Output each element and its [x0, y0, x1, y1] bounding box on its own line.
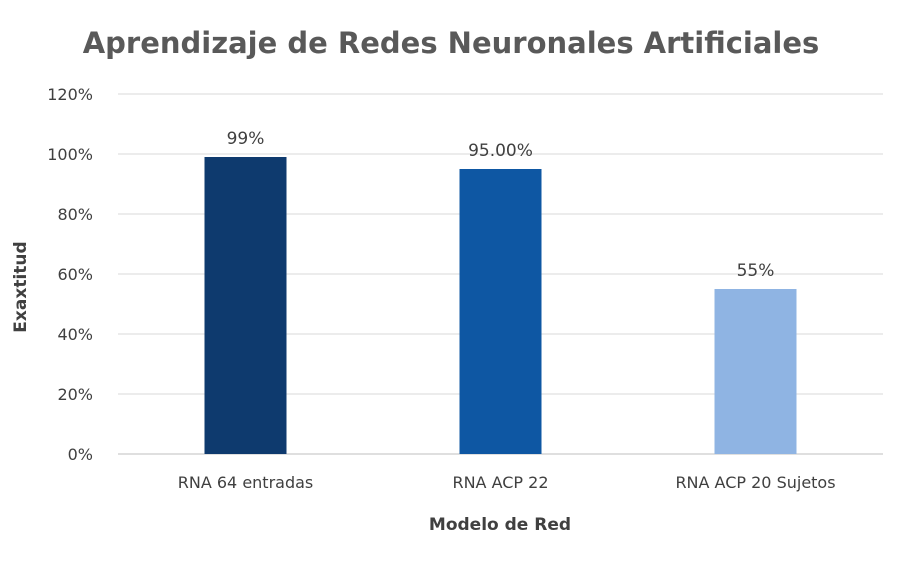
data-label: 95.00% — [468, 141, 533, 161]
y-tick-label: 120% — [47, 85, 93, 104]
y-axis-title: Exaxtitud — [11, 241, 31, 332]
x-tick-label: RNA ACP 22 — [452, 473, 548, 492]
y-tick-label: 0% — [68, 445, 93, 464]
x-axis-title: Modelo de Red — [429, 515, 571, 535]
bars — [204, 157, 797, 454]
bar — [714, 289, 797, 454]
bar — [204, 157, 287, 454]
y-axis-ticks: 0% 20% 40% 60% 80% 100% 120% — [47, 85, 93, 464]
y-tick-label: 100% — [47, 145, 93, 164]
y-tick-label: 60% — [57, 265, 93, 284]
y-tick-label: 20% — [57, 385, 93, 404]
data-label: 99% — [227, 129, 265, 149]
data-labels: 99% 95.00% 55% — [227, 129, 775, 281]
y-tick-label: 80% — [57, 205, 93, 224]
x-tick-label: RNA 64 entradas — [178, 473, 314, 492]
y-tick-label: 40% — [57, 325, 93, 344]
data-label: 55% — [737, 261, 775, 281]
x-axis-ticks: RNA 64 entradas RNA ACP 22 RNA ACP 20 Suje… — [178, 473, 836, 492]
chart-title: Aprendizaje de Redes Neuronales Artifici… — [83, 26, 820, 60]
x-tick-label: RNA ACP 20 Sujetos — [675, 473, 835, 492]
bar — [459, 169, 542, 454]
